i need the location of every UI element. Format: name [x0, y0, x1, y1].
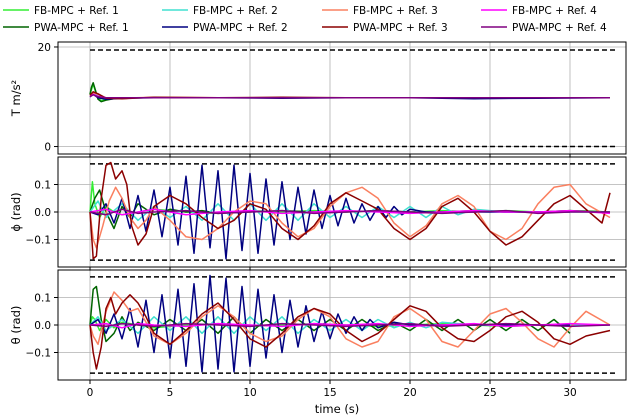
legend-label: FB-MPC + Ref. 3 [353, 5, 438, 17]
axes-frame [57, 41, 627, 155]
y-axis-label: θ (rad) [9, 306, 23, 345]
legend-item: PWA-MPC + Ref. 1 [3, 22, 129, 34]
series-line [89, 183, 611, 249]
series-line [89, 322, 611, 328]
legend-label: FB-MPC + Ref. 1 [34, 5, 119, 17]
series-line [89, 322, 611, 329]
x-axis: time (s) [315, 402, 360, 416]
legend: FB-MPC + Ref. 1 PWA-MPC + Ref. 1 FB-MPC + … [3, 5, 607, 34]
legend-label: PWA-MPC + Ref. 3 [353, 22, 448, 34]
legend-item: FB-MPC + Ref. 3 [322, 5, 438, 17]
y-tick-label: 20 [38, 42, 51, 54]
y-tick-label: 0.1 [34, 293, 51, 305]
legend-label: FB-MPC + Ref. 2 [193, 5, 278, 17]
x-tick-label: 5 [167, 387, 174, 399]
y-axis-label: T m/s² [9, 80, 23, 117]
y-tick-label: 0.0 [34, 320, 51, 332]
series-group [89, 161, 611, 260]
y-tick-label: 0.1 [34, 180, 51, 192]
series-line [89, 161, 611, 260]
legend-item: FB-MPC + Ref. 1 [3, 5, 119, 17]
subplot: −0.1 0.0 0.1 ϕ (rad) [9, 156, 627, 271]
legend-label: PWA-MPC + Ref. 1 [34, 22, 129, 34]
legend-item: PWA-MPC + Ref. 2 [162, 22, 288, 34]
legend-item: FB-MPC + Ref. 4 [481, 5, 597, 17]
x-tick-label: 0 [87, 387, 94, 399]
series-line [89, 274, 570, 373]
y-axis-label: ϕ (rad) [9, 192, 23, 231]
x-tick-label: 10 [243, 387, 256, 399]
series-group [89, 82, 611, 103]
series-line [89, 208, 610, 216]
x-tick-label: 15 [323, 387, 336, 399]
series-group [89, 274, 611, 373]
x-tick-label: 30 [563, 387, 576, 399]
x-tick-label: 25 [483, 387, 496, 399]
legend-label: PWA-MPC + Ref. 4 [512, 22, 607, 34]
legend-label: FB-MPC + Ref. 4 [512, 5, 597, 17]
series-line [89, 94, 610, 99]
legend-item: PWA-MPC + Ref. 3 [322, 22, 448, 34]
x-tick-label: 20 [403, 387, 416, 399]
y-tick-label: −0.1 [26, 235, 52, 247]
y-tick-label: 0 [44, 142, 51, 154]
legend-label: PWA-MPC + Ref. 2 [193, 22, 288, 34]
series-line [89, 208, 611, 216]
legend-item: PWA-MPC + Ref. 4 [481, 22, 607, 34]
y-tick-label: −0.1 [26, 348, 52, 360]
x-axis-label: time (s) [315, 402, 360, 416]
legend-item: FB-MPC + Ref. 2 [162, 5, 278, 17]
subplot: −0.1 0.0 0.1 θ (rad) 0 5 10 15 20 25 30 [9, 269, 627, 399]
y-tick-label: 0.0 [34, 207, 51, 219]
series-line [89, 291, 611, 348]
subplot: 0 20 T m/s² [9, 41, 627, 158]
